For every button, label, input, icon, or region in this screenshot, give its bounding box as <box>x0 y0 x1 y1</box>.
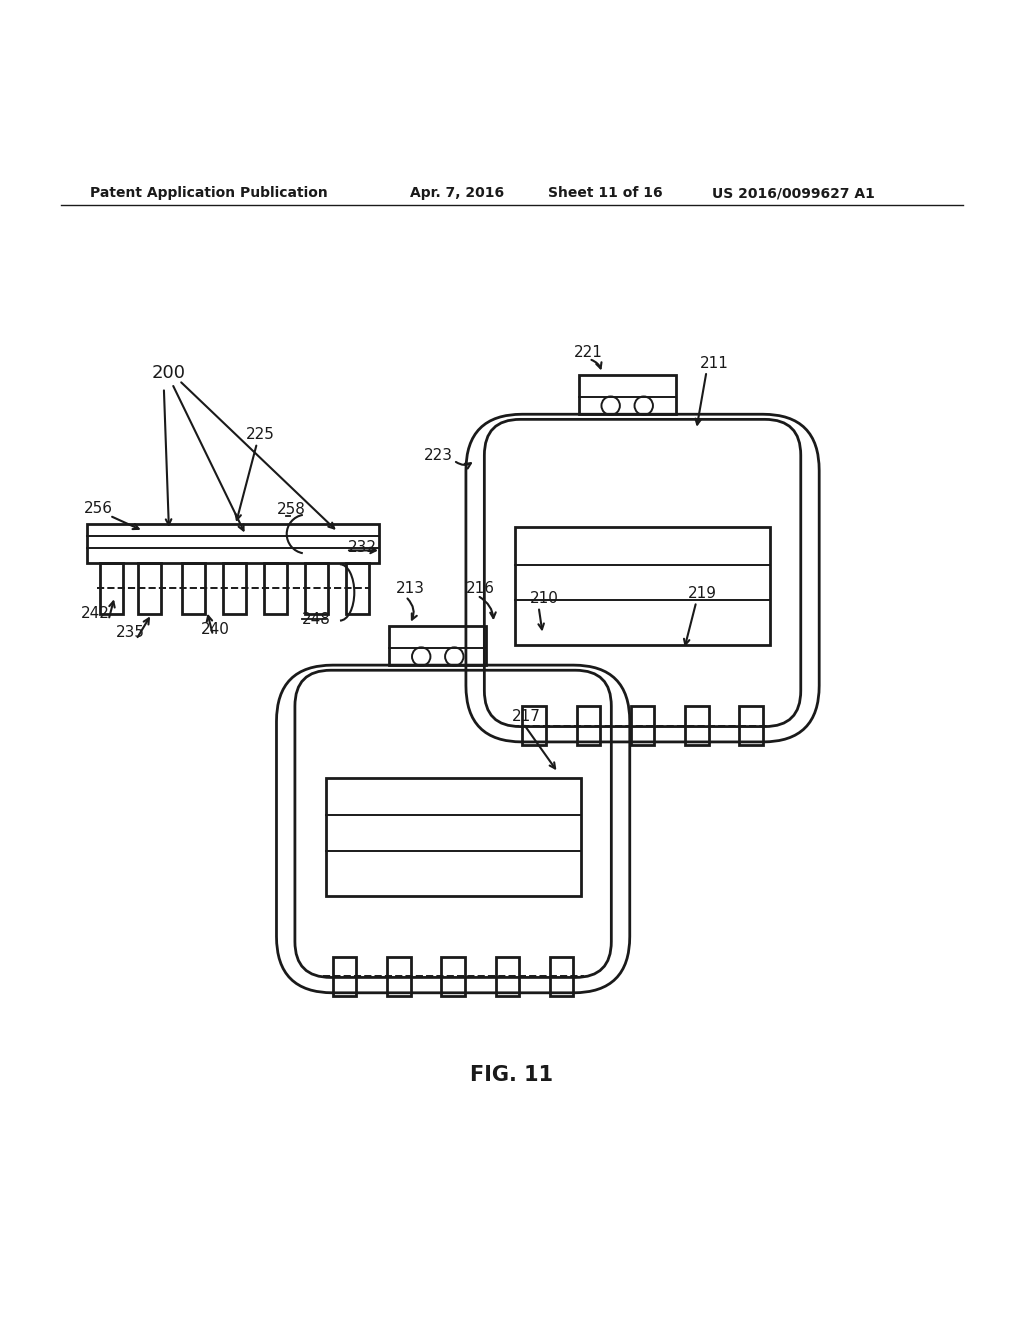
Text: FIG. 11: FIG. 11 <box>470 1065 554 1085</box>
Bar <box>264 562 287 614</box>
Text: Apr. 7, 2016: Apr. 7, 2016 <box>410 186 504 201</box>
Text: 242: 242 <box>81 606 110 622</box>
Bar <box>387 957 411 995</box>
Bar <box>100 562 123 614</box>
Bar <box>87 524 379 562</box>
Text: Patent Application Publication: Patent Application Publication <box>90 186 328 201</box>
Bar <box>631 706 654 744</box>
Bar <box>182 562 205 614</box>
Text: 232: 232 <box>348 540 377 554</box>
Text: Sheet 11 of 16: Sheet 11 of 16 <box>548 186 663 201</box>
Bar <box>389 626 486 665</box>
Bar <box>305 562 328 614</box>
Bar <box>739 706 763 744</box>
Bar <box>441 957 465 995</box>
Text: 216: 216 <box>466 581 495 595</box>
Bar <box>550 957 573 995</box>
Text: 219: 219 <box>688 586 717 601</box>
Text: 223: 223 <box>424 447 453 463</box>
Text: 235: 235 <box>116 624 144 640</box>
Bar <box>522 706 546 744</box>
Text: 258: 258 <box>276 502 305 517</box>
Text: 221: 221 <box>573 346 602 360</box>
Text: US 2016/0099627 A1: US 2016/0099627 A1 <box>712 186 874 201</box>
Bar <box>515 527 770 644</box>
Text: 256: 256 <box>84 502 113 516</box>
Text: 248: 248 <box>302 611 331 627</box>
Text: 225: 225 <box>246 428 274 442</box>
Bar <box>579 375 676 414</box>
Text: 211: 211 <box>699 355 728 371</box>
Bar <box>138 562 161 614</box>
Bar <box>346 562 369 614</box>
Bar <box>333 957 356 995</box>
Bar <box>685 706 709 744</box>
Bar <box>326 777 581 895</box>
Text: 217: 217 <box>512 709 541 723</box>
Text: 210: 210 <box>529 591 558 606</box>
Bar <box>223 562 246 614</box>
Bar <box>577 706 600 744</box>
Bar <box>496 957 519 995</box>
Text: 200: 200 <box>152 364 185 383</box>
Text: 240: 240 <box>201 622 229 636</box>
Text: 213: 213 <box>396 581 425 595</box>
